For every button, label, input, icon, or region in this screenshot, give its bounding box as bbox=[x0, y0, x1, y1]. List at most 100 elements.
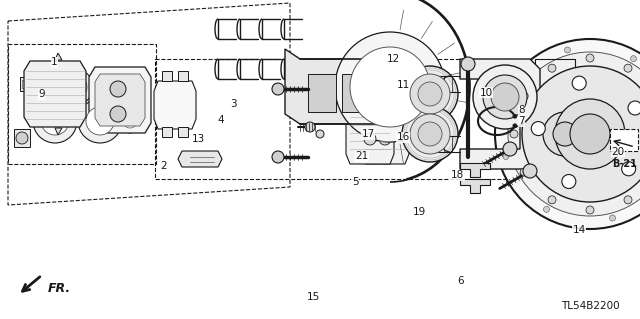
Bar bbox=[162, 127, 172, 137]
Polygon shape bbox=[361, 74, 409, 164]
Text: 19: 19 bbox=[413, 207, 426, 217]
Circle shape bbox=[410, 114, 450, 154]
Text: FR.: FR. bbox=[48, 281, 71, 294]
Text: 5: 5 bbox=[352, 177, 358, 187]
Circle shape bbox=[335, 32, 445, 142]
Circle shape bbox=[491, 83, 519, 111]
Circle shape bbox=[570, 88, 586, 104]
Circle shape bbox=[609, 215, 616, 221]
Circle shape bbox=[364, 93, 376, 105]
Circle shape bbox=[511, 87, 518, 93]
Circle shape bbox=[98, 75, 122, 99]
Circle shape bbox=[523, 164, 537, 178]
Text: 6: 6 bbox=[458, 276, 464, 286]
Text: 10: 10 bbox=[480, 87, 493, 98]
Bar bbox=[38, 80, 46, 88]
Polygon shape bbox=[55, 128, 62, 135]
Circle shape bbox=[548, 196, 556, 204]
Circle shape bbox=[624, 196, 632, 204]
Bar bbox=[610, 129, 638, 151]
Circle shape bbox=[543, 206, 550, 212]
Bar bbox=[22, 80, 30, 88]
Circle shape bbox=[461, 57, 475, 71]
Text: 17: 17 bbox=[362, 129, 374, 139]
Circle shape bbox=[272, 151, 284, 163]
Polygon shape bbox=[89, 67, 151, 133]
Circle shape bbox=[63, 75, 87, 99]
Circle shape bbox=[410, 74, 450, 114]
Circle shape bbox=[597, 126, 613, 142]
Polygon shape bbox=[95, 74, 145, 126]
Circle shape bbox=[553, 122, 577, 146]
Text: 14: 14 bbox=[573, 225, 586, 235]
Circle shape bbox=[379, 93, 391, 105]
Circle shape bbox=[570, 164, 586, 180]
Circle shape bbox=[78, 99, 122, 143]
Circle shape bbox=[513, 124, 517, 128]
Circle shape bbox=[572, 76, 586, 90]
Circle shape bbox=[562, 174, 576, 189]
Text: 16: 16 bbox=[397, 132, 410, 142]
Polygon shape bbox=[346, 74, 394, 164]
Circle shape bbox=[16, 132, 28, 144]
Text: 1: 1 bbox=[51, 57, 58, 67]
Circle shape bbox=[525, 102, 541, 118]
Circle shape bbox=[621, 162, 636, 176]
Circle shape bbox=[305, 122, 315, 132]
Polygon shape bbox=[460, 179, 490, 193]
Circle shape bbox=[513, 114, 517, 118]
Circle shape bbox=[92, 69, 128, 105]
Circle shape bbox=[473, 65, 537, 129]
Circle shape bbox=[628, 101, 640, 115]
Circle shape bbox=[555, 99, 625, 169]
Circle shape bbox=[531, 122, 545, 136]
Circle shape bbox=[110, 81, 126, 97]
Circle shape bbox=[564, 47, 570, 53]
Text: 20: 20 bbox=[611, 146, 624, 157]
Text: 12: 12 bbox=[387, 54, 400, 64]
Circle shape bbox=[316, 130, 324, 138]
Bar bbox=[308, 74, 336, 112]
Circle shape bbox=[548, 64, 556, 72]
Bar bbox=[178, 71, 188, 81]
Polygon shape bbox=[154, 81, 196, 129]
Polygon shape bbox=[55, 53, 62, 60]
Polygon shape bbox=[460, 59, 540, 169]
Circle shape bbox=[503, 142, 517, 156]
Circle shape bbox=[379, 133, 391, 145]
Circle shape bbox=[483, 75, 527, 119]
Bar bbox=[342, 74, 370, 112]
Text: 9: 9 bbox=[38, 89, 45, 99]
Text: 21: 21 bbox=[355, 151, 368, 161]
Text: 13: 13 bbox=[192, 134, 205, 144]
Circle shape bbox=[543, 112, 587, 156]
Circle shape bbox=[624, 64, 632, 72]
Bar bbox=[20, 77, 32, 91]
Circle shape bbox=[364, 133, 376, 145]
Circle shape bbox=[123, 114, 137, 128]
Circle shape bbox=[586, 206, 594, 214]
Circle shape bbox=[586, 54, 594, 62]
Circle shape bbox=[350, 47, 430, 127]
Circle shape bbox=[522, 66, 640, 202]
Circle shape bbox=[510, 79, 620, 189]
Circle shape bbox=[272, 83, 284, 95]
Bar bbox=[162, 71, 172, 81]
Circle shape bbox=[525, 150, 541, 166]
Circle shape bbox=[418, 122, 442, 146]
Bar bbox=[14, 129, 30, 147]
Circle shape bbox=[570, 114, 610, 154]
Circle shape bbox=[57, 69, 93, 105]
Polygon shape bbox=[460, 163, 490, 177]
Circle shape bbox=[402, 106, 458, 162]
Circle shape bbox=[508, 52, 640, 216]
Text: 8: 8 bbox=[518, 105, 525, 115]
Circle shape bbox=[33, 99, 77, 143]
Text: 11: 11 bbox=[397, 79, 410, 90]
Polygon shape bbox=[285, 49, 395, 134]
Polygon shape bbox=[178, 151, 222, 167]
Circle shape bbox=[520, 168, 528, 176]
Text: 7: 7 bbox=[518, 116, 525, 126]
Text: TL54B2200: TL54B2200 bbox=[561, 301, 620, 311]
Circle shape bbox=[110, 106, 126, 122]
